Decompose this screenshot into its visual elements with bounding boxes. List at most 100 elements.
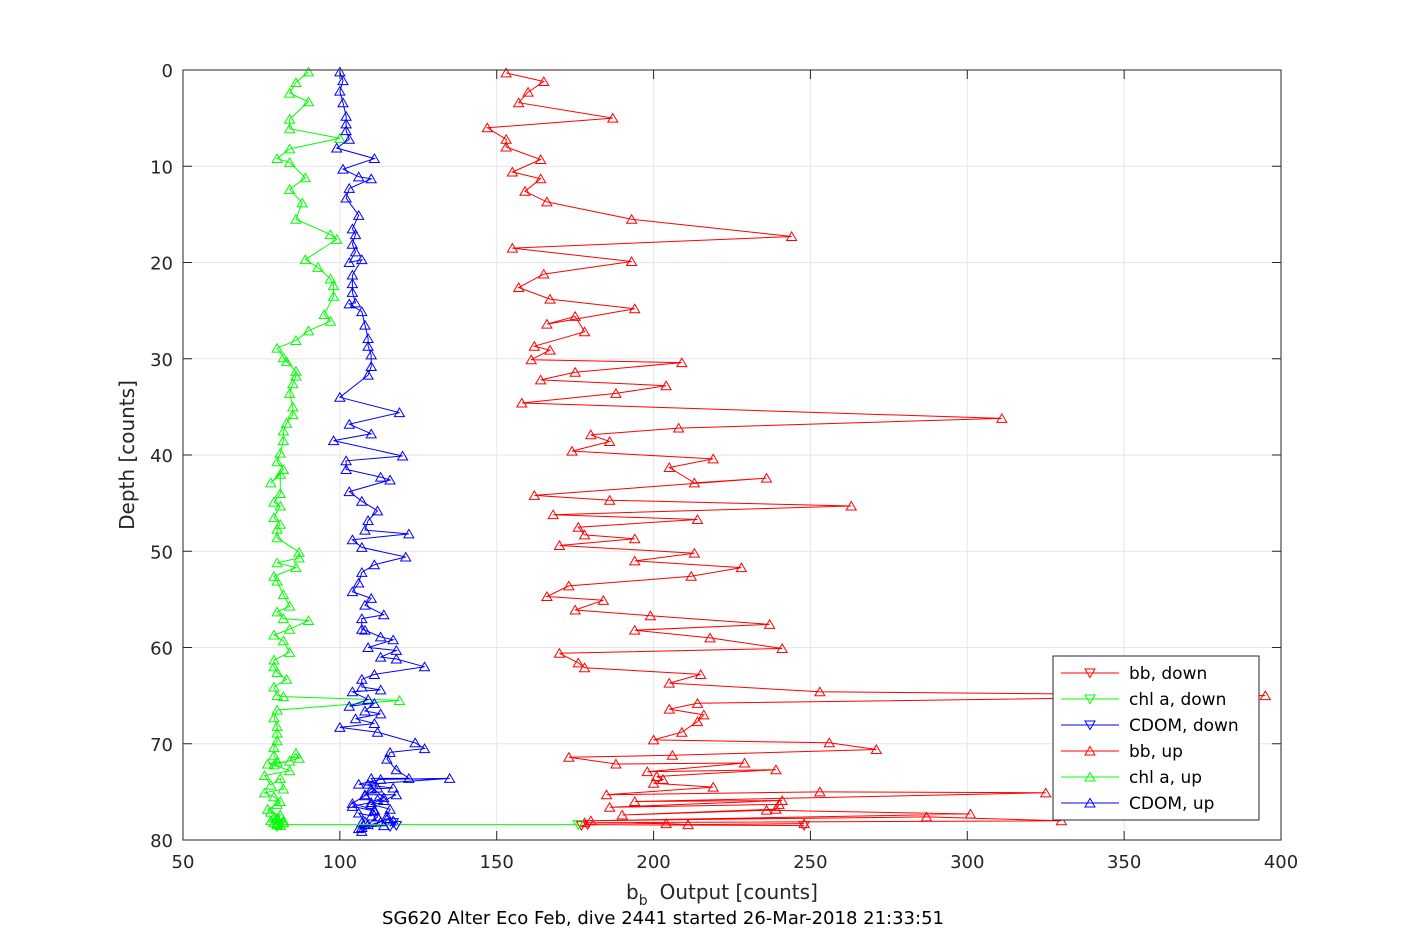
data-point [277, 463, 290, 474]
data-point [359, 319, 371, 330]
data-point [302, 96, 315, 107]
data-point [384, 474, 396, 485]
data-point [534, 154, 547, 165]
data-point [337, 97, 349, 108]
data-point [704, 632, 716, 643]
data-point [371, 811, 384, 822]
y-tick-label: 30 [150, 350, 173, 371]
data-point [365, 360, 378, 371]
data-point [387, 782, 400, 793]
data-point [268, 654, 280, 665]
legend-label: CDOM, up [1129, 794, 1214, 814]
data-point [377, 795, 390, 806]
data-point [572, 820, 585, 831]
data-point [274, 447, 287, 458]
data-point [544, 293, 556, 304]
y-tick-label: 70 [150, 735, 173, 756]
data-point [393, 694, 406, 705]
data-point [346, 223, 359, 234]
data-point [359, 599, 371, 610]
data-point [349, 229, 362, 240]
x-tick-label: 400 [1264, 852, 1298, 873]
data-point [569, 604, 582, 615]
data-point [290, 562, 302, 573]
data-point [995, 412, 1008, 423]
data-point [355, 306, 368, 317]
data-point [675, 357, 688, 368]
data-point [964, 808, 977, 819]
data-point [625, 213, 638, 224]
data-point [418, 661, 431, 672]
data-point [302, 325, 315, 336]
data-point [384, 803, 396, 814]
tick-labels: 50 100 150 200 250 300 350 400 0 10 20 30 40 50 60 70 80 [150, 61, 1298, 873]
data-point [584, 429, 597, 440]
data-point [399, 551, 412, 562]
data-point [355, 541, 368, 552]
data-point [547, 509, 560, 520]
data-point [528, 340, 541, 351]
data-point [362, 514, 374, 525]
data-point [290, 334, 302, 345]
data-point [813, 786, 826, 797]
data-point [346, 797, 359, 808]
legend-marker [1084, 797, 1096, 808]
data-point [390, 653, 403, 664]
data-point [268, 629, 280, 640]
data-point [920, 811, 933, 822]
data-point [541, 591, 553, 601]
legend-marker [1084, 668, 1096, 679]
data-point [274, 809, 287, 820]
data-point [1259, 690, 1272, 701]
data-point [274, 518, 287, 529]
data-point [286, 409, 299, 420]
data-point [402, 528, 415, 539]
data-point [299, 172, 312, 183]
data-point [268, 759, 280, 770]
data-point [390, 821, 403, 832]
legend-label: CDOM, down [1129, 716, 1239, 736]
data-point [290, 213, 302, 224]
data-point [271, 606, 283, 617]
legend-item: CDOM, down [1061, 716, 1239, 736]
data-point [566, 445, 578, 456]
data-point [371, 505, 384, 516]
legend-item: CDOM, up [1061, 794, 1214, 814]
data-point [691, 716, 704, 727]
plot-series [258, 66, 1272, 836]
data-point [763, 618, 776, 629]
data-point [647, 734, 660, 745]
data-point [271, 532, 283, 543]
data-point [258, 770, 271, 781]
data-point [798, 821, 811, 832]
data-point [628, 533, 641, 544]
data-point [481, 122, 494, 133]
data-point [264, 815, 277, 826]
data-point [327, 435, 340, 446]
data-point [261, 758, 274, 769]
data-point [553, 539, 566, 550]
data-point [362, 642, 374, 652]
data-point [657, 773, 669, 784]
data-point [515, 397, 528, 408]
series-chl-a-up [258, 66, 406, 831]
data-point [603, 436, 616, 447]
x-tick-label: 250 [793, 852, 827, 873]
data-point [355, 613, 368, 624]
x-tick-label: 200 [636, 852, 670, 873]
data-point [682, 819, 694, 830]
x-tick-label: 50 [172, 852, 195, 873]
data-point [346, 586, 359, 597]
data-point [362, 369, 374, 380]
data-point [352, 822, 365, 833]
data-point [268, 791, 280, 802]
data-point [541, 196, 553, 207]
data-point [735, 562, 748, 573]
legend-box [1052, 655, 1260, 821]
data-point [340, 125, 353, 136]
data-point [644, 610, 657, 621]
data-point [569, 310, 582, 321]
y-axis-label: Depth [counts] [115, 380, 139, 530]
data-point [274, 468, 287, 479]
